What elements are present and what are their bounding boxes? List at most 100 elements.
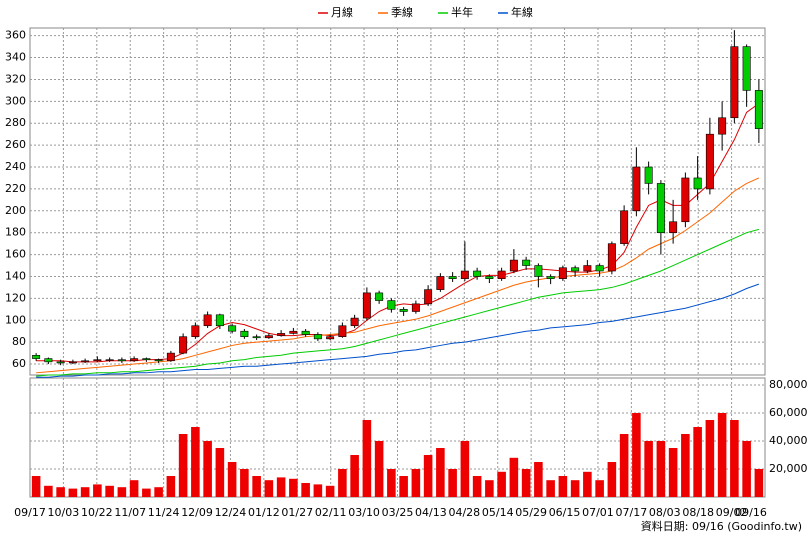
candle-body xyxy=(301,330,310,335)
candle-body xyxy=(534,265,543,277)
x-tick-label: 12/09 xyxy=(181,506,213,519)
y-tick-label: 140 xyxy=(5,269,26,282)
volume-bar xyxy=(521,469,531,497)
volume-bar xyxy=(142,488,151,497)
volume-bar xyxy=(166,476,176,497)
candle-body xyxy=(509,259,518,272)
volume-bar xyxy=(742,441,751,497)
candle-body xyxy=(117,359,126,362)
volume-bar xyxy=(644,441,653,497)
volume-bar xyxy=(607,462,617,497)
volume-bar xyxy=(215,448,225,497)
volume-bar xyxy=(338,469,347,497)
candle-body xyxy=(68,361,77,364)
volume-bar xyxy=(472,476,482,497)
candle-body xyxy=(215,314,224,327)
candle-body xyxy=(497,270,506,279)
candle-body xyxy=(669,221,678,233)
candle-body xyxy=(546,276,555,279)
volume-panel xyxy=(29,377,766,498)
volume-bar xyxy=(362,420,372,497)
y-tick-label: 160 xyxy=(5,248,26,261)
x-tick-label: 12/24 xyxy=(215,506,247,519)
volume-bar xyxy=(68,488,78,497)
x-tick-label: 11/24 xyxy=(148,506,180,519)
volume-bar xyxy=(754,469,764,497)
x-tick-label: 04/13 xyxy=(415,506,447,519)
volume-bar xyxy=(350,455,359,497)
volume-bar xyxy=(730,420,739,497)
legend-label: 半年 xyxy=(451,5,473,19)
volume-bar xyxy=(656,441,666,497)
y2-tick-label: 80,000 xyxy=(769,378,808,391)
candle-body xyxy=(705,133,714,190)
y-tick-label: 240 xyxy=(5,160,26,173)
candle-body xyxy=(56,361,65,364)
y2-tick-label: 40,000 xyxy=(769,434,808,447)
candle-body xyxy=(154,359,163,362)
volume-bar xyxy=(80,487,90,497)
candle-body xyxy=(362,292,371,319)
x-tick-label: 09/02 xyxy=(716,506,748,519)
volume-bar xyxy=(558,476,568,497)
candle-body xyxy=(436,276,445,290)
x-tick-label: 03/25 xyxy=(382,506,414,519)
legend-label: 月線 xyxy=(331,5,353,19)
x-tick-label: 02/11 xyxy=(315,506,347,519)
candle-body xyxy=(742,46,751,91)
volume-bar xyxy=(460,441,470,497)
y-tick-label: 300 xyxy=(5,94,26,107)
candle-body xyxy=(252,336,261,339)
x-tick-label: 05/14 xyxy=(482,506,514,519)
volume-bar xyxy=(485,480,494,497)
y-tick-label: 80 xyxy=(12,335,26,348)
x-tick-label: 07/17 xyxy=(616,506,648,519)
volume-bar xyxy=(632,413,641,497)
ma-line xyxy=(36,177,760,374)
y-tick-label: 340 xyxy=(5,51,26,64)
y-tick-label: 120 xyxy=(5,291,26,304)
x-tick-label: 01/27 xyxy=(281,506,313,519)
candle-body xyxy=(607,243,616,272)
candle-body xyxy=(485,276,494,279)
candle-body xyxy=(179,336,188,354)
candle-body xyxy=(289,330,298,334)
candle-body xyxy=(693,177,702,190)
candle-body xyxy=(277,333,286,336)
candle-body xyxy=(571,267,580,272)
candle-body xyxy=(681,177,690,223)
y-tick-label: 60 xyxy=(12,357,26,370)
candle-body xyxy=(656,183,665,233)
candle-body xyxy=(718,117,727,135)
candle-body xyxy=(473,270,482,277)
volume-bar xyxy=(252,476,261,497)
candle-body xyxy=(411,303,420,312)
volume-bar xyxy=(546,480,555,497)
candle-body xyxy=(350,317,359,327)
volume-bar xyxy=(705,420,715,497)
footer: 資料日期: 09/16 (Goodinfo.tw) xyxy=(641,519,802,533)
volume-bar xyxy=(423,455,433,497)
candle-body xyxy=(130,358,139,362)
volume-bar xyxy=(191,427,200,497)
candle-body xyxy=(203,314,212,327)
candle-body xyxy=(583,265,592,272)
y2-tick-label: 60,000 xyxy=(769,406,808,419)
volume-bar xyxy=(129,480,139,497)
y2-tick-label: 20,000 xyxy=(769,462,808,475)
x-tick-label: 03/10 xyxy=(348,506,380,519)
volume-bar xyxy=(595,480,604,497)
volume-bar xyxy=(497,471,506,497)
candle-body xyxy=(44,358,53,363)
y-tick-label: 320 xyxy=(5,72,26,85)
candle-body xyxy=(228,325,237,332)
candle-body xyxy=(399,309,408,312)
candle-body xyxy=(387,300,396,310)
volume-bar xyxy=(509,457,519,497)
volume-bar xyxy=(301,483,310,497)
candle-body xyxy=(338,325,347,337)
volume-bar xyxy=(93,484,102,497)
volume-bar xyxy=(105,485,114,497)
y-tick-label: 280 xyxy=(5,116,26,129)
volume-bar xyxy=(668,448,678,497)
